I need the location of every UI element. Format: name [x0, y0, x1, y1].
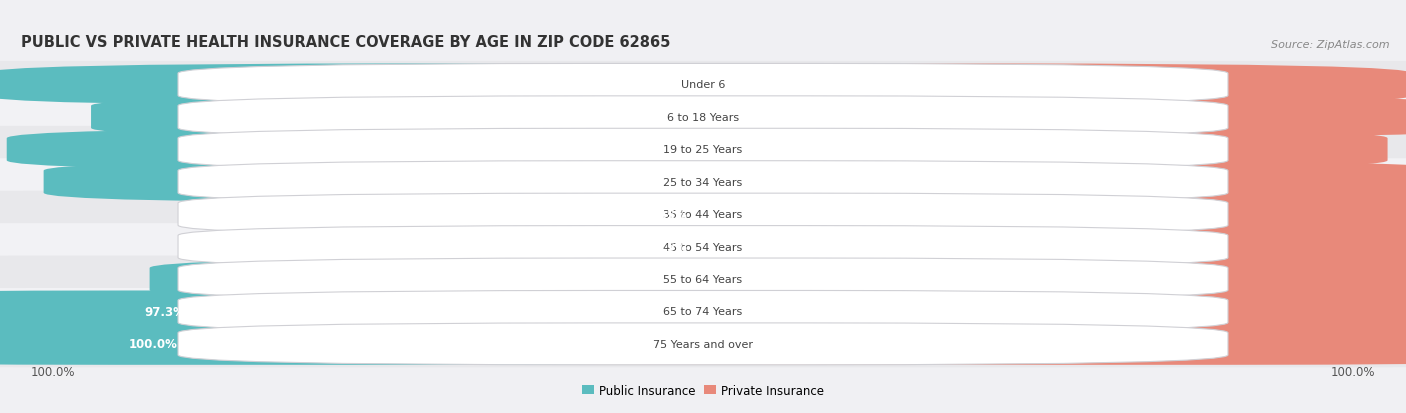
Text: 45 to 54 Years: 45 to 54 Years: [664, 242, 742, 252]
FancyBboxPatch shape: [214, 226, 1125, 268]
FancyBboxPatch shape: [179, 259, 1227, 300]
Text: 6 to 18 Years: 6 to 18 Years: [666, 112, 740, 123]
FancyBboxPatch shape: [0, 323, 1125, 365]
FancyBboxPatch shape: [281, 323, 1406, 365]
Text: 70.5%: 70.5%: [1064, 305, 1105, 318]
FancyBboxPatch shape: [179, 64, 1227, 106]
FancyBboxPatch shape: [281, 259, 1406, 300]
FancyBboxPatch shape: [0, 94, 1406, 141]
Text: 75 Years and over: 75 Years and over: [652, 339, 754, 349]
Text: 35 to 44 Years: 35 to 44 Years: [664, 210, 742, 220]
FancyBboxPatch shape: [0, 126, 1406, 173]
Text: PUBLIC VS PRIVATE HEALTH INSURANCE COVERAGE BY AGE IN ZIP CODE 62865: PUBLIC VS PRIVATE HEALTH INSURANCE COVER…: [21, 35, 671, 50]
Text: 32.5%: 32.5%: [523, 111, 565, 124]
FancyBboxPatch shape: [179, 291, 1227, 332]
Text: 50.8%: 50.8%: [416, 78, 457, 92]
Text: 100.0%: 100.0%: [31, 365, 75, 378]
FancyBboxPatch shape: [179, 161, 1227, 203]
FancyBboxPatch shape: [0, 159, 1406, 206]
FancyBboxPatch shape: [281, 226, 1406, 268]
Text: 65 to 74 Years: 65 to 74 Years: [664, 307, 742, 317]
Text: 90.0%: 90.0%: [1178, 337, 1219, 351]
FancyBboxPatch shape: [0, 191, 1406, 238]
FancyBboxPatch shape: [281, 291, 1406, 332]
Text: 60.7%: 60.7%: [1007, 111, 1047, 124]
FancyBboxPatch shape: [149, 259, 1125, 300]
FancyBboxPatch shape: [0, 64, 1125, 106]
FancyBboxPatch shape: [281, 194, 1406, 235]
Text: 81.9%: 81.9%: [1130, 273, 1171, 286]
Text: 49.2%: 49.2%: [939, 78, 980, 92]
FancyBboxPatch shape: [214, 194, 1125, 235]
Text: 55 to 64 Years: 55 to 64 Years: [664, 274, 742, 284]
FancyBboxPatch shape: [179, 323, 1227, 365]
Text: 97.3%: 97.3%: [145, 305, 186, 318]
Text: 46.9%: 46.9%: [440, 143, 481, 157]
FancyBboxPatch shape: [179, 194, 1227, 235]
Text: 44.9%: 44.9%: [914, 143, 955, 157]
Text: 40.6%: 40.6%: [477, 176, 517, 189]
Text: 11.5%: 11.5%: [647, 208, 688, 221]
FancyBboxPatch shape: [0, 288, 1406, 335]
Text: 11.5%: 11.5%: [647, 240, 688, 254]
Text: 57.8%: 57.8%: [990, 176, 1031, 189]
FancyBboxPatch shape: [0, 62, 1406, 109]
FancyBboxPatch shape: [91, 97, 1125, 138]
FancyBboxPatch shape: [281, 161, 1406, 203]
FancyBboxPatch shape: [179, 97, 1227, 138]
Text: Under 6: Under 6: [681, 80, 725, 90]
FancyBboxPatch shape: [7, 129, 1125, 171]
FancyBboxPatch shape: [0, 291, 1125, 332]
Text: 100.0%: 100.0%: [1331, 365, 1375, 378]
FancyBboxPatch shape: [179, 129, 1227, 171]
Text: 100.0%: 100.0%: [128, 337, 177, 351]
FancyBboxPatch shape: [0, 223, 1406, 271]
Text: 86.5%: 86.5%: [1157, 240, 1198, 254]
FancyBboxPatch shape: [179, 226, 1227, 268]
Text: 22.5%: 22.5%: [582, 273, 623, 286]
Text: 74.6%: 74.6%: [1088, 208, 1129, 221]
FancyBboxPatch shape: [0, 256, 1406, 303]
FancyBboxPatch shape: [281, 64, 1406, 106]
FancyBboxPatch shape: [281, 129, 1388, 171]
FancyBboxPatch shape: [0, 320, 1406, 368]
Text: 25 to 34 Years: 25 to 34 Years: [664, 177, 742, 187]
FancyBboxPatch shape: [44, 161, 1125, 203]
Text: Source: ZipAtlas.com: Source: ZipAtlas.com: [1271, 40, 1389, 50]
Legend: Public Insurance, Private Insurance: Public Insurance, Private Insurance: [578, 379, 828, 401]
Text: 19 to 25 Years: 19 to 25 Years: [664, 145, 742, 155]
FancyBboxPatch shape: [281, 97, 1406, 138]
